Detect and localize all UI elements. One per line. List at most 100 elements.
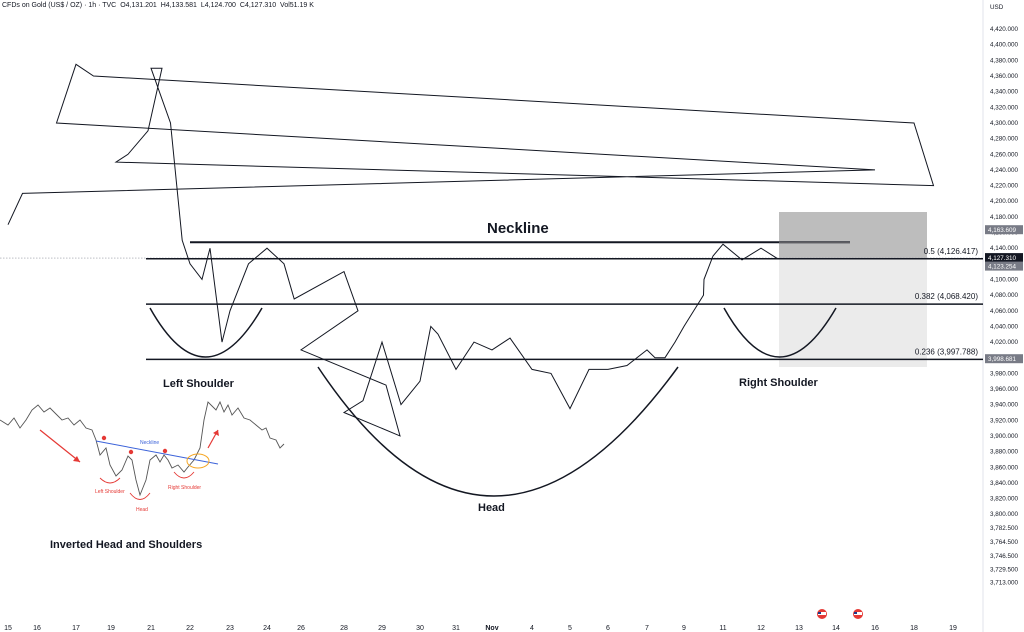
- currency-label: USD: [990, 4, 1004, 11]
- x-tick-label: 21: [147, 625, 155, 632]
- y-tick-label: 4,320.000: [990, 104, 1019, 111]
- y-tick-label: 3,800.000: [990, 511, 1019, 518]
- neckline-label: Neckline: [487, 220, 549, 237]
- chart-header: CFDs on Gold (US$ / OZ) · 1h · TVC O4,13…: [2, 2, 316, 9]
- price-tag-bg: [985, 225, 1023, 235]
- y-tick-label: 4,340.000: [990, 89, 1019, 96]
- ohlc-high: H4,133.581: [160, 2, 197, 9]
- x-tick-label: 22: [186, 625, 194, 632]
- head-arc: [317, 366, 679, 497]
- x-tick-label: 7: [645, 625, 649, 632]
- inset-title: Inverted Head and Shoulders: [50, 539, 202, 551]
- y-tick-label: 4,400.000: [990, 42, 1019, 49]
- x-tick-label: 13: [795, 625, 803, 632]
- price-tag-label: 4,163.609: [988, 227, 1017, 234]
- x-tick-label: 18: [910, 625, 918, 632]
- x-tick-label: 16: [33, 625, 41, 632]
- x-tick-label: 4: [530, 625, 534, 632]
- y-tick-label: 3,980.000: [990, 370, 1019, 377]
- y-tick-label: 4,140.000: [990, 245, 1019, 252]
- x-tick-label: 24: [263, 625, 271, 632]
- price-tag-bg: [985, 261, 1023, 271]
- inset-dot-1: [101, 435, 107, 441]
- x-tick-label: 31: [452, 625, 460, 632]
- price-tag-label: 4,123.254: [988, 263, 1017, 270]
- y-tick-label: 3,746.500: [990, 553, 1019, 560]
- inset-price-line: [0, 400, 285, 497]
- x-tick-label: 17: [72, 625, 80, 632]
- y-tick-label: 4,420.000: [990, 26, 1019, 33]
- y-axis[interactable]: 4,420.000 4,400.000 4,380.000 4,360.000 4,34…: [990, 26, 1019, 586]
- y-tick-label: 3,840.000: [990, 480, 1019, 487]
- head-label: Head: [478, 502, 505, 514]
- x-tick-label: 15: [4, 625, 12, 632]
- inset-right-arc: [173, 471, 195, 479]
- price-tags: 4,163.6094,127.31018:544,123.2543,998.68…: [985, 225, 1023, 364]
- y-tick-label: 4,360.000: [990, 73, 1019, 80]
- right-shoulder-label: Right Shoulder: [739, 377, 819, 389]
- fib-levels: 0.5 (4,126.417) 0.382 (4,068.420) 0.236 (3…: [146, 247, 983, 361]
- x-tick-label: 19: [949, 625, 957, 632]
- y-tick-label: 4,200.000: [990, 198, 1019, 205]
- y-tick-label: 3,713.000: [990, 579, 1019, 586]
- x-tick-label: 16: [871, 625, 879, 632]
- inset-right-shoulder-label: Right Shoulder: [168, 485, 201, 491]
- price-tag-bg: [985, 354, 1023, 364]
- x-tick-label: 23: [226, 625, 234, 632]
- inset-head-arc: [129, 492, 151, 500]
- y-tick-label: 3,782.500: [990, 525, 1019, 532]
- x-tick-label: 5: [568, 625, 572, 632]
- x-tick-label: 19: [107, 625, 115, 632]
- price-tag-label: 4,127.310: [988, 255, 1017, 262]
- x-month-label: Nov: [485, 625, 498, 632]
- x-axis[interactable]: 15 16 17 19 21 22 23 24 26 28 29 30 31 Nov 4 5 6 7 9 11 12 13…: [4, 625, 957, 632]
- y-tick-label: 4,220.000: [990, 183, 1019, 190]
- x-tick-label: 12: [757, 625, 765, 632]
- target-zone-box: [779, 212, 927, 260]
- left-shoulder-arc: [149, 307, 263, 358]
- right-shoulder-arc: [723, 307, 837, 358]
- x-tick-label: 29: [378, 625, 386, 632]
- y-tick-label: 4,300.000: [990, 120, 1019, 127]
- y-tick-label: 4,240.000: [990, 167, 1019, 174]
- y-tick-label: 4,100.000: [990, 276, 1019, 283]
- ohlc-open: O4,131.201: [120, 2, 157, 9]
- y-tick-label: 3,920.000: [990, 417, 1019, 424]
- y-tick-label: 3,940.000: [990, 402, 1019, 409]
- inset-neckline-line: [95, 440, 219, 465]
- fib-label: 0.5 (4,126.417): [924, 247, 979, 256]
- y-tick-label: 4,180.000: [990, 214, 1019, 221]
- x-tick-label: 9: [682, 625, 686, 632]
- event-flag-2[interactable]: [853, 609, 863, 619]
- y-tick-label: 3,880.000: [990, 449, 1019, 456]
- inset-dot-3: [162, 448, 168, 454]
- price-tag-label: 3,998.681: [988, 356, 1017, 363]
- inset-up-arrow-head: [213, 430, 219, 436]
- y-tick-label: 3,820.000: [990, 496, 1019, 503]
- x-tick-label: 26: [297, 625, 305, 632]
- y-tick-label: 4,380.000: [990, 57, 1019, 64]
- volume-value: Vol51.19 K: [280, 2, 314, 9]
- y-tick-label: 4,260.000: [990, 151, 1019, 158]
- inset-neckline-label: Neckline: [140, 440, 159, 446]
- left-shoulder-label: Left Shoulder: [163, 378, 235, 390]
- ohlc-low: L4,124.700: [200, 2, 236, 9]
- y-tick-label: 4,020.000: [990, 339, 1019, 346]
- x-tick-label: 14: [832, 625, 840, 632]
- y-tick-label: 3,860.000: [990, 464, 1019, 471]
- x-tick-label: 6: [606, 625, 610, 632]
- x-tick-label: 30: [416, 625, 424, 632]
- y-tick-label: 4,280.000: [990, 136, 1019, 143]
- y-tick-label: 3,764.500: [990, 539, 1019, 546]
- fib-label: 0.382 (4,068.420): [915, 292, 978, 301]
- x-tick-label: 28: [340, 625, 348, 632]
- symbol-title[interactable]: CFDs on Gold (US$ / OZ) · 1h · TVC: [2, 2, 117, 9]
- y-tick-label: 3,729.500: [990, 566, 1019, 573]
- fib-label: 0.236 (3,997.788): [915, 347, 978, 356]
- inset-left-shoulder-label: Left Shoulder: [95, 489, 125, 495]
- ohlc-close: C4,127.310: [239, 2, 277, 9]
- event-flag-1[interactable]: [817, 609, 827, 619]
- inset-head-label: Head: [136, 507, 148, 513]
- x-tick-label: 11: [719, 625, 726, 632]
